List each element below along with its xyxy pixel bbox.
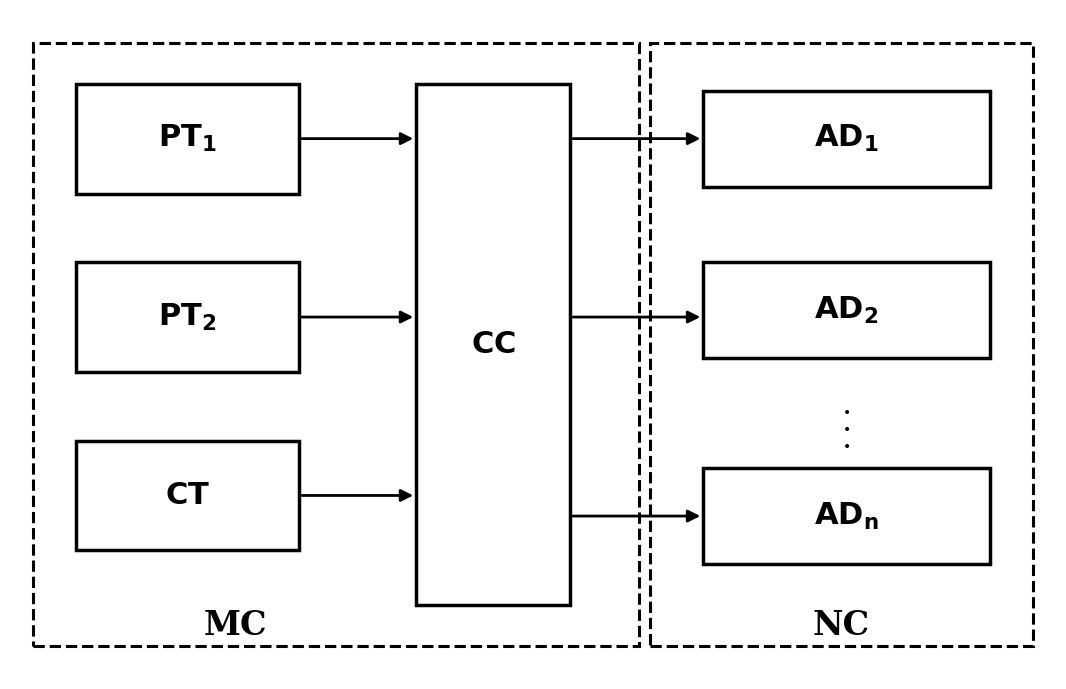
- Text: •: •: [842, 406, 851, 420]
- Text: $\mathbf{CT}$: $\mathbf{CT}$: [165, 480, 210, 511]
- Bar: [704, 90, 990, 187]
- Text: $\mathbf{PT_1}$: $\mathbf{PT_1}$: [158, 123, 216, 154]
- Text: $\mathbf{CC}$: $\mathbf{CC}$: [471, 329, 516, 360]
- Text: •: •: [842, 423, 851, 438]
- Text: $\mathbf{AD_n}$: $\mathbf{AD_n}$: [814, 500, 879, 532]
- Text: MC: MC: [204, 609, 268, 642]
- Text: $\mathbf{AD_1}$: $\mathbf{AD_1}$: [814, 123, 879, 154]
- Text: $\mathbf{AD_2}$: $\mathbf{AD_2}$: [814, 295, 878, 326]
- Bar: [704, 262, 990, 358]
- Bar: [650, 43, 1033, 646]
- Bar: [416, 84, 570, 605]
- Text: •: •: [842, 440, 851, 455]
- Bar: [76, 84, 300, 194]
- Bar: [76, 440, 300, 551]
- Text: NC: NC: [812, 609, 870, 642]
- Bar: [704, 468, 990, 564]
- Bar: [33, 43, 640, 646]
- Text: $\mathbf{PT_2}$: $\mathbf{PT_2}$: [158, 302, 216, 333]
- Bar: [76, 262, 300, 372]
